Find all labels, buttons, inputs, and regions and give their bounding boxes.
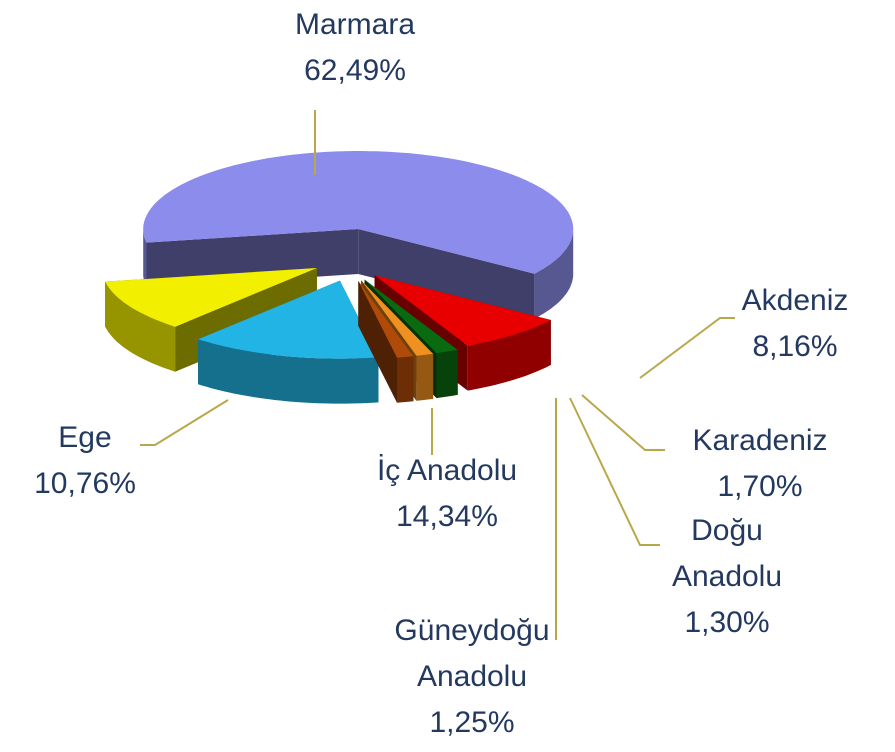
leader-line — [569, 397, 660, 546]
category-label: Marmara — [294, 8, 415, 41]
slice-side — [397, 356, 414, 403]
value-label: 1,70% — [717, 470, 803, 503]
slice-label: Marmara 62,49% — [255, 2, 455, 94]
category-label: Karadeniz — [692, 424, 828, 457]
slice-side — [358, 229, 535, 319]
slice — [105, 268, 317, 327]
value-label: 62,49% — [304, 54, 406, 87]
slice-side — [436, 349, 458, 399]
value-label: 8,16% — [752, 330, 838, 363]
slice-side — [198, 339, 379, 404]
slice-label: İç Anadolu 14,34% — [347, 448, 547, 540]
slice-side — [105, 281, 176, 372]
leader-line — [140, 399, 229, 446]
slice-label: Güneydoğu Anadolu 1,25% — [377, 608, 567, 746]
slice-label: Ege 10,76% — [5, 415, 165, 507]
slice — [198, 280, 379, 359]
leader-line — [639, 317, 735, 379]
slice-side — [467, 320, 551, 391]
slice-label: Karadeniz 1,70% — [670, 418, 850, 510]
slice — [358, 281, 414, 358]
category-label: Akdeniz — [741, 284, 849, 317]
value-label: 1,30% — [684, 606, 770, 639]
slice-label: Akdeniz 8,16% — [725, 278, 865, 370]
slice-label: Doğu Anadolu 1,30% — [652, 508, 802, 646]
value-label: 10,76% — [34, 467, 136, 500]
slice-side — [416, 353, 434, 401]
slice — [361, 280, 434, 356]
slice — [364, 279, 458, 354]
category-label: Güneydoğu Anadolu — [394, 614, 550, 693]
value-label: 1,25% — [429, 706, 515, 739]
slice — [143, 151, 574, 274]
category-label: Ege — [58, 421, 112, 454]
slice — [374, 275, 551, 346]
slices — [105, 151, 574, 404]
slice-side — [358, 281, 397, 403]
category-label: İç Anadolu — [376, 454, 518, 487]
leader-line — [581, 394, 665, 451]
slice-side — [534, 227, 574, 319]
category-label: Doğu Anadolu — [671, 514, 783, 593]
value-label: 14,34% — [396, 500, 498, 533]
slice-side — [143, 228, 147, 288]
